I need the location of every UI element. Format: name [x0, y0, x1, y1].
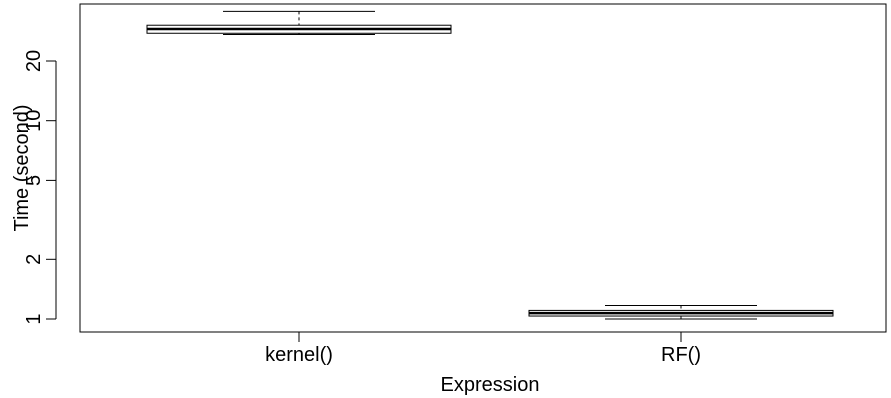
- box-RF: [528, 304, 834, 320]
- y-axis: 1 2 5 10 20: [23, 50, 57, 325]
- y-tick-label: 2: [23, 254, 45, 265]
- x-tick-label: RF(): [661, 344, 701, 366]
- y-tick-label: 20: [23, 50, 45, 72]
- box-kernel: [146, 10, 452, 36]
- x-axis-label: Expression: [441, 374, 540, 396]
- y-tick-label: 10: [23, 110, 45, 132]
- y-tick-label: 5: [23, 175, 45, 186]
- box-series: [146, 10, 834, 320]
- y-axis-label: Time (second): [11, 104, 33, 231]
- y-tick-label: 1: [23, 313, 45, 324]
- x-axis: kernel() RF(): [265, 331, 701, 366]
- plot-frame: [79, 3, 887, 333]
- x-tick-label: kernel(): [265, 344, 333, 366]
